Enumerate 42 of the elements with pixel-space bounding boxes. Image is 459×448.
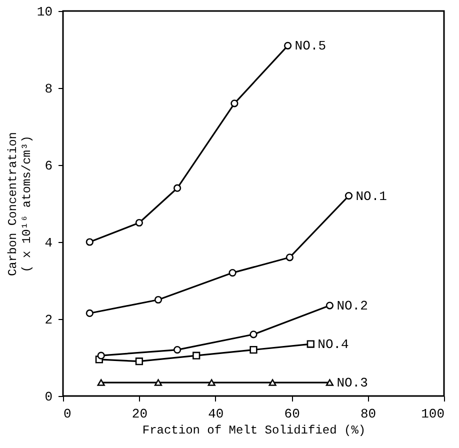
point xyxy=(284,42,292,50)
point xyxy=(154,379,162,386)
point xyxy=(173,184,182,192)
y-axis-title: Carbon Concentration ( x 10¹⁶ atoms/cm³) xyxy=(6,132,34,276)
series-label: NO.2 xyxy=(336,298,368,314)
x-tick-label: 20 xyxy=(132,406,148,422)
point xyxy=(86,309,94,318)
y-tick-label: 0 xyxy=(44,390,52,404)
y-tick-label: 4 xyxy=(44,236,53,250)
point xyxy=(135,358,144,366)
point xyxy=(192,352,200,360)
point xyxy=(228,268,236,277)
series-label: NO.1 xyxy=(356,188,388,204)
point xyxy=(344,192,353,200)
point xyxy=(326,379,334,386)
point xyxy=(326,302,334,310)
point xyxy=(286,254,294,262)
point xyxy=(97,352,105,360)
y-tick-label: 10 xyxy=(36,4,52,20)
point xyxy=(86,238,94,246)
x-tick-label: 40 xyxy=(208,406,224,422)
point xyxy=(268,379,276,386)
series-label: NO.3 xyxy=(336,376,368,391)
point xyxy=(230,100,238,108)
point xyxy=(208,379,216,386)
x-axis-title: Fraction of Melt Solidified (%) xyxy=(142,424,366,438)
x-tick-label: 0 xyxy=(64,406,72,422)
y-tick-label: 2 xyxy=(44,312,52,328)
point xyxy=(173,346,182,354)
series-label: NO.5 xyxy=(294,38,326,54)
point xyxy=(306,340,314,348)
x-tick-label: 80 xyxy=(360,406,376,422)
y-tick-label: 6 xyxy=(44,158,52,174)
x-tick-label: 100 xyxy=(421,406,444,422)
point xyxy=(250,330,258,338)
series-label: NO.4 xyxy=(318,337,350,352)
point xyxy=(97,379,105,386)
point xyxy=(250,346,258,354)
x-tick-label: 60 xyxy=(284,406,300,422)
point xyxy=(135,218,144,227)
point xyxy=(154,296,162,304)
y-tick-label: 8 xyxy=(44,82,52,96)
